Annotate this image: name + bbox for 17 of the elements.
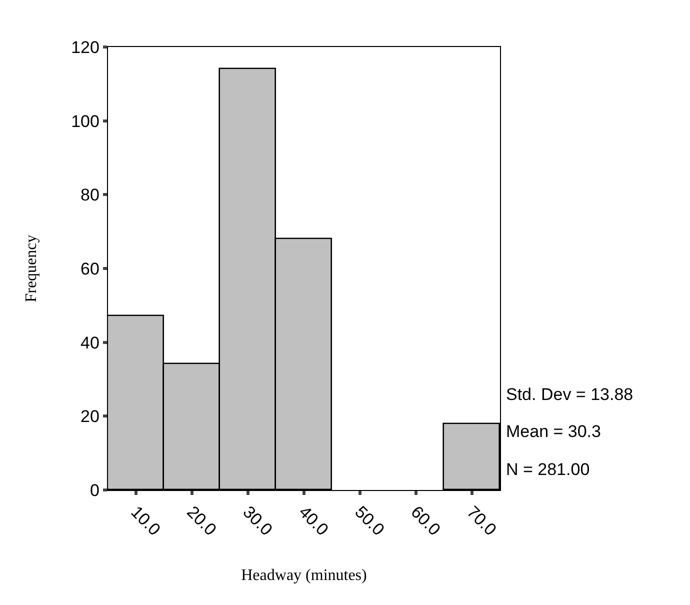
y-tick-label: 80	[80, 186, 100, 205]
x-tick-label: 60.0	[407, 502, 444, 540]
y-tick-label: 20	[80, 407, 100, 426]
x-tick-label: 10.0	[127, 502, 164, 540]
text: N = 281.00	[506, 460, 590, 479]
y-tick-label: 0	[90, 480, 100, 500]
x-tick-label: 20.0	[183, 502, 220, 540]
text: Std. Dev = 13.88	[506, 385, 634, 404]
x-tick-label: 40.0	[295, 502, 332, 540]
text: Mean = 30.3	[506, 422, 601, 441]
x-tick-label: 30.0	[239, 502, 276, 540]
y-tick-label: 60	[80, 259, 100, 278]
x-axis-title: Headway (minutes)	[241, 566, 367, 584]
y-axis-title: Frequency	[22, 234, 40, 302]
y-tick-label: 120	[71, 38, 100, 57]
y-tick-label: 40	[80, 333, 100, 352]
y-tick-label: 100	[71, 112, 100, 131]
